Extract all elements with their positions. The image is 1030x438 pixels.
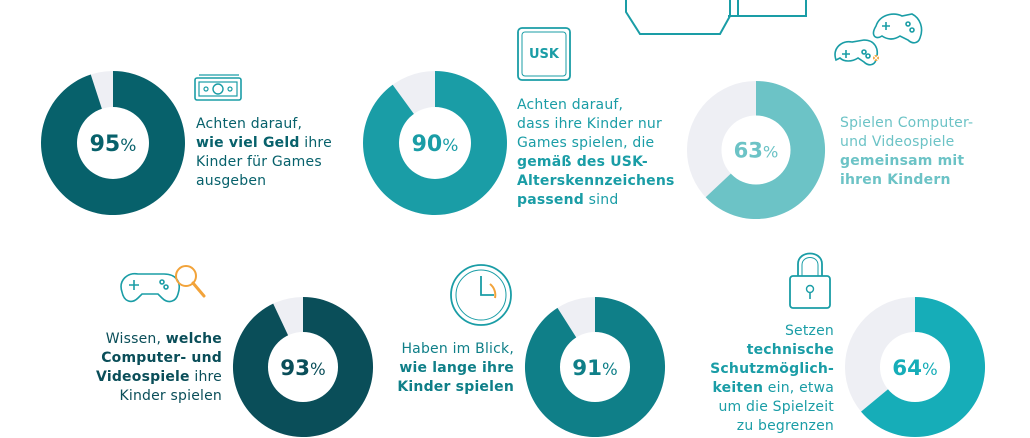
stat-description: Haben im Blick, wie lange ihre Kinder spie… <box>364 340 514 397</box>
percent-label: 95% <box>90 132 137 157</box>
description-fragment: Videospiele <box>96 369 190 385</box>
description-fragment: passend <box>517 192 585 208</box>
description-fragment: Kinder spielen <box>397 379 514 395</box>
description-fragment: wie lange ihre <box>399 360 514 376</box>
description-fragment: Schutzmöglich- <box>710 361 834 377</box>
donut-chart: 90% <box>363 71 507 215</box>
description-fragment: ausgeben <box>196 173 267 189</box>
percent-label: 64% <box>892 356 937 381</box>
donut-hole <box>399 107 471 179</box>
description-fragment: und Videospiele <box>840 134 955 150</box>
description-fragment: Games spielen, die <box>517 135 655 151</box>
description-fragment: dass ihre Kinder nur <box>517 116 662 132</box>
donut-chart: 63% <box>686 80 826 220</box>
usk-badge-icon: USK <box>517 27 571 81</box>
donut-hole <box>879 331 951 403</box>
two-controllers-icon <box>834 13 923 66</box>
stat-description: Achten darauf, wie viel Geld ihre Kinder f… <box>196 115 346 191</box>
description-fragment: technische <box>746 342 834 358</box>
percent-label: 63% <box>734 138 779 163</box>
clock-icon <box>450 264 512 326</box>
money-icon <box>194 74 242 101</box>
donut-chart: 95% <box>41 71 186 215</box>
percent-label: 93% <box>280 356 325 381</box>
description-fragment: gemeinsam mit <box>840 153 965 169</box>
description-fragment: Alterskennzeichens <box>517 173 675 189</box>
description-fragment: Wissen, <box>105 331 166 347</box>
donut-chart: 91% <box>524 296 666 438</box>
description-fragment: wie viel Geld <box>196 135 300 151</box>
stat-description: Setzen technische Schutzmöglich-keiten ei… <box>694 322 834 436</box>
stat-description: Achten darauf, dass ihre Kinder nur Games … <box>517 96 682 210</box>
description-fragment: Haben im Blick, <box>401 341 514 357</box>
description-fragment: ihre <box>299 135 332 151</box>
top-figures-icon <box>625 0 807 35</box>
description-fragment: ihre <box>189 369 222 385</box>
stat-description: Spielen Computer-und Videospiele gemeinsa… <box>840 114 1000 190</box>
donut-hole <box>267 331 339 403</box>
description-fragment: keiten <box>712 380 764 396</box>
description-fragment: welche <box>165 331 222 347</box>
controller-magnifier-icon <box>120 265 206 303</box>
description-fragment: zu begrenzen <box>736 418 834 434</box>
donut-chart: 64% <box>844 296 986 438</box>
description-fragment: Kinder spielen <box>119 388 222 404</box>
percent-label: 90% <box>412 132 459 157</box>
description-fragment: um die Spielzeit <box>718 399 834 415</box>
description-fragment: Achten darauf, <box>517 97 624 113</box>
description-fragment: ein, etwa <box>763 380 834 396</box>
description-fragment: Setzen <box>784 323 834 339</box>
description-fragment: Spielen Computer- <box>840 115 974 131</box>
description-fragment: Kinder für Games <box>196 154 322 170</box>
donut-hole <box>77 107 149 179</box>
donut-chart: 93% <box>232 296 374 438</box>
description-fragment: gemäß des USK- <box>517 154 648 170</box>
usk-badge-text: USK <box>529 47 560 62</box>
donut-hole <box>559 331 631 403</box>
donut-hole <box>721 115 791 185</box>
description-fragment: sind <box>584 192 619 208</box>
padlock-icon <box>789 252 831 309</box>
percent-label: 91% <box>572 356 617 381</box>
description-fragment: Computer- und <box>101 350 222 366</box>
description-fragment: Achten darauf, <box>196 116 303 132</box>
description-fragment: ihren Kindern <box>840 172 951 188</box>
stat-description: Wissen, welche Computer- und Videospiele i… <box>52 330 222 406</box>
